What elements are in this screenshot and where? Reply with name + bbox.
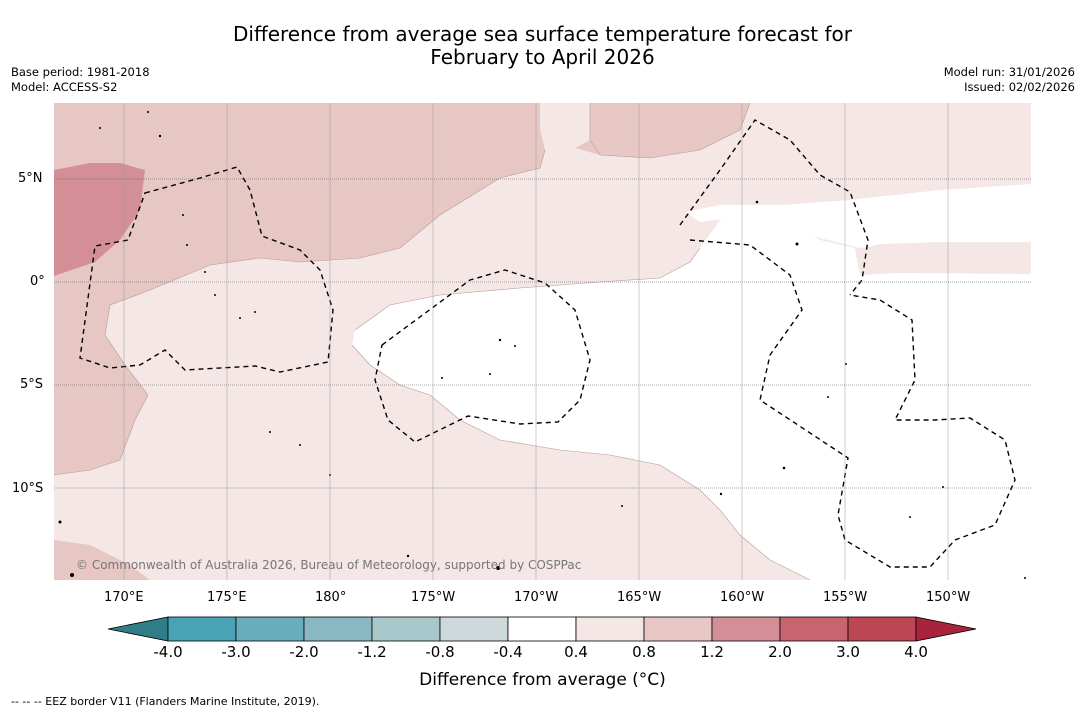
lon-label: 175°E xyxy=(207,590,247,605)
contour-lines xyxy=(54,103,811,580)
colorbar-tick-label: 4.0 xyxy=(904,643,928,661)
lon-label: 150°W xyxy=(926,590,971,605)
field-0-4-0-8-patch xyxy=(540,103,590,148)
field-0-8-1-2-south xyxy=(54,540,150,580)
colorbar-tick-label: -1.2 xyxy=(357,643,387,661)
colorbar-extend-low xyxy=(107,616,169,642)
colorbar-segment xyxy=(847,616,917,642)
graticule xyxy=(54,178,1031,489)
lat-label: 0° xyxy=(30,274,45,289)
colorbar-tick-label: 1.2 xyxy=(700,643,724,661)
lon-label: 170°E xyxy=(104,590,144,605)
field-1-2-2-0 xyxy=(54,163,145,276)
colorbar-segment xyxy=(779,616,849,642)
field-neutral-north xyxy=(685,184,1031,248)
chart-title-line1: Difference from average sea surface temp… xyxy=(232,22,852,46)
lon-label: 165°W xyxy=(617,590,662,605)
lon-label: 160°W xyxy=(720,590,765,605)
lon-label: 175°W xyxy=(411,590,456,605)
colorbar-tick-label: 2.0 xyxy=(768,643,792,661)
lon-label: 155°W xyxy=(823,590,868,605)
colorbar-tick-label: -0.8 xyxy=(425,643,455,661)
base-period-text: Base period: 1981-2018 xyxy=(11,65,150,79)
lat-label: 10°S xyxy=(12,481,44,496)
colorbar-segment xyxy=(711,616,781,642)
colorbar-segment xyxy=(439,616,509,642)
colorbar-segment xyxy=(371,616,441,642)
issued-text: Issued: 02/02/2026 xyxy=(964,80,1075,94)
colorbar xyxy=(107,616,977,642)
colorbar-tick-label: 0.4 xyxy=(564,643,588,661)
eez-legend-text: -- -- -- EEZ border V11 (Flanders Marine… xyxy=(11,695,320,708)
islands xyxy=(58,111,1026,579)
model-run-text: Model run: 31/01/2026 xyxy=(943,65,1075,79)
colorbar-segment xyxy=(235,616,305,642)
colorbar-tick-label: 3.0 xyxy=(836,643,860,661)
anomaly-fields xyxy=(54,103,1031,580)
colorbar-segment xyxy=(575,616,645,642)
copyright-text: © Commonwealth of Australia 2026, Bureau… xyxy=(76,558,582,572)
colorbar-segment xyxy=(643,616,713,642)
field-0-8-1-2 xyxy=(54,103,750,475)
chart-title-line2: February to April 2026 xyxy=(430,45,655,69)
colorbar-extend-high xyxy=(915,616,977,642)
colorbar-title: Difference from average (°C) xyxy=(419,670,666,690)
lat-label: 5°N xyxy=(18,171,43,186)
lon-label: 170°W xyxy=(514,590,559,605)
colorbar-tick-label: 0.8 xyxy=(632,643,656,661)
field-neutral xyxy=(352,215,1031,580)
colorbar-tick-label: -4.0 xyxy=(153,643,183,661)
colorbar-segment xyxy=(507,616,577,642)
meridians xyxy=(123,103,949,580)
model-text: Model: ACCESS-S2 xyxy=(11,80,118,94)
lat-label: 5°S xyxy=(20,377,44,392)
colorbar-segment xyxy=(303,616,373,642)
field-0-4-0-8-east xyxy=(855,242,1031,275)
colorbar-tick-label: -0.4 xyxy=(493,643,523,661)
eez-borders xyxy=(79,119,1016,568)
lon-label: 180° xyxy=(315,590,347,605)
colorbar-tick-label: -2.0 xyxy=(289,643,319,661)
colorbar-segment xyxy=(167,616,237,642)
colorbar-tick-label: -3.0 xyxy=(221,643,251,661)
